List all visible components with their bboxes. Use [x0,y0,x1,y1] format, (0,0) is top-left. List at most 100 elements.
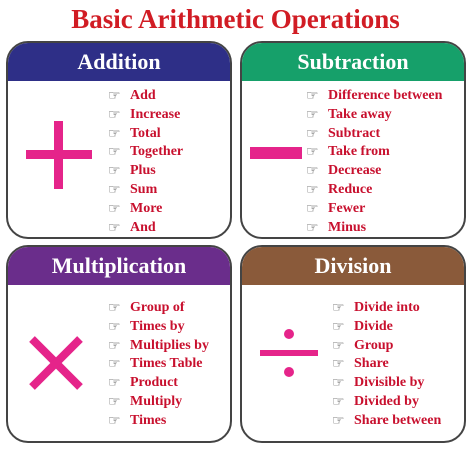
list-item: ☞ Total [108,125,183,144]
list-item-text: Product [130,375,178,391]
pointing-hand-icon: ☞ [306,181,319,198]
list-item-text: Multiplies by [130,337,209,353]
addition-card: Addition ☞ Add ☞ Increase ☞ Total ☞ Together… [6,41,232,239]
list-item: ☞ Times [108,412,209,431]
pointing-hand-icon: ☞ [108,144,121,161]
pointing-hand-icon: ☞ [108,163,121,180]
pointing-hand-icon: ☞ [332,337,345,354]
list-item: ☞ Divisible by [332,374,441,393]
list-item-text: Fewer [328,200,366,216]
list-item-text: Subtract [328,125,381,141]
list-item-text: Times by [130,318,185,334]
list-item: ☞ Minus [306,219,442,237]
list-item: ☞ Divide into [332,299,441,318]
pointing-hand-icon: ☞ [306,144,319,161]
list-item-text: Minus [328,219,367,235]
pointing-hand-icon: ☞ [108,412,121,429]
list-item: ☞ Group of [108,299,209,318]
list-item-text: Decrease [328,163,382,179]
list-item-text: Divided by [354,393,419,409]
pointing-hand-icon: ☞ [332,412,345,429]
list-item: ☞ Together [108,143,183,162]
list-item-text: Plus [130,163,156,179]
multiplication-word-list: ☞ Group of ☞ Times by ☞ Multiplies by ☞ Time… [108,299,209,431]
pointing-hand-icon: ☞ [108,393,121,410]
division-card: Division ☞ Divide into ☞ Divide ☞ Group ☞ Sh… [240,245,466,443]
addition-word-list: ☞ Add ☞ Increase ☞ Total ☞ Together ☞ Plus ☞ S… [108,87,183,237]
pointing-hand-icon: ☞ [306,200,319,217]
pointing-hand-icon: ☞ [332,318,345,335]
pointing-hand-icon: ☞ [108,125,121,142]
pointing-hand-icon: ☞ [108,106,121,123]
subtraction-header: Subtraction [242,43,464,81]
list-item-text: Share between [354,412,442,428]
list-item: ☞ Multiplies by [108,337,209,356]
list-item-text: And [130,219,156,235]
pointing-hand-icon: ☞ [108,300,121,316]
list-item: ☞ Times by [108,318,209,337]
pointing-hand-icon: ☞ [332,300,345,316]
times-icon [29,336,83,390]
pointing-hand-icon: ☞ [306,106,319,123]
list-item-text: Reduce [328,181,373,197]
list-item-text: Divisible by [354,375,425,391]
pointing-hand-icon: ☞ [108,88,121,104]
pointing-hand-icon: ☞ [306,219,319,236]
pointing-hand-icon: ☞ [332,393,345,410]
page-title: Basic Arithmetic Operations [71,4,400,34]
list-item-text: Group of [130,300,185,315]
list-item-text: Multiply [130,393,183,409]
list-item-text: Total [130,125,161,141]
pointing-hand-icon: ☞ [108,200,121,217]
division-word-list: ☞ Divide into ☞ Divide ☞ Group ☞ Share ☞ Divi… [332,299,441,431]
addition-header: Addition [8,43,230,81]
list-item-text: Take from [328,144,390,160]
pointing-hand-icon: ☞ [108,356,121,373]
subtraction-card: Subtraction ☞ Difference between ☞ Take aw… [240,41,466,239]
pointing-hand-icon: ☞ [306,88,319,104]
list-item: ☞ Sum [108,181,183,200]
pointing-hand-icon: ☞ [108,337,121,354]
multiplication-card: Multiplication ☞ Group of ☞ Times by ☞ Mult… [6,245,232,443]
pointing-hand-icon: ☞ [332,375,345,392]
divide-icon [260,329,318,377]
pointing-hand-icon: ☞ [108,181,121,198]
list-item: ☞ Subtract [306,125,442,144]
list-item-text: Difference between [328,88,443,103]
list-item: ☞ And [108,219,183,237]
list-item-text: Share [354,356,389,372]
list-item-text: Take away [328,106,392,122]
division-header: Division [242,247,464,285]
list-item: ☞ Take away [306,106,442,125]
list-item-text: Add [130,88,156,103]
list-item-text: More [130,200,163,216]
list-item: ☞ Add [108,87,183,106]
list-item: ☞ Decrease [306,162,442,181]
list-item: ☞ More [108,200,183,219]
pointing-hand-icon: ☞ [108,219,121,236]
plus-icon [26,121,92,189]
list-item: ☞ Increase [108,106,183,125]
list-item: ☞ Fewer [306,200,442,219]
list-item: ☞ Take from [306,143,442,162]
list-item-text: Sum [130,181,158,197]
list-item-text: Divide [354,318,393,334]
list-item: ☞ Share between [332,412,441,431]
pointing-hand-icon: ☞ [108,375,121,392]
list-item-text: Divide into [354,300,420,315]
list-item-text: Group [354,337,394,353]
pointing-hand-icon: ☞ [108,318,121,335]
list-item: ☞ Multiply [108,393,209,412]
minus-icon [250,147,302,159]
list-item: ☞ Share [332,355,441,374]
multiplication-header: Multiplication [8,247,230,285]
pointing-hand-icon: ☞ [332,356,345,373]
pointing-hand-icon: ☞ [306,125,319,142]
list-item-text: Together [130,144,184,160]
list-item: ☞ Difference between [306,87,442,106]
list-item-text: Times Table [130,356,203,372]
list-item: ☞ Times Table [108,355,209,374]
list-item: ☞ Divided by [332,393,441,412]
subtraction-word-list: ☞ Difference between ☞ Take away ☞ Subtract… [306,87,442,237]
list-item: ☞ Plus [108,162,183,181]
